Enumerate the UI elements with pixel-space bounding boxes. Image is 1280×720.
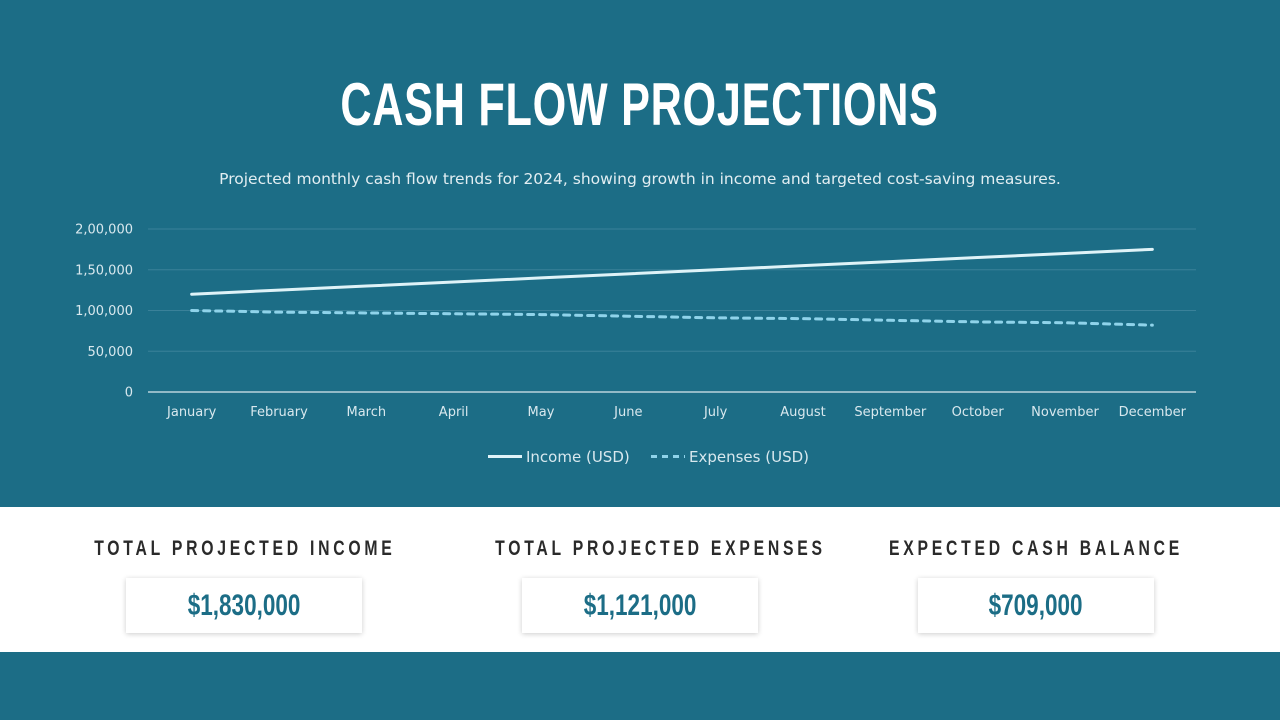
series-line-income (190, 247, 1154, 296)
summary-label-text: EXPECTED CASH BALANCE (888, 537, 1184, 560)
summary-value-box: $1,121,000 (522, 578, 758, 633)
x-tick-label: December (1119, 405, 1187, 420)
summary-label: EXPECTED CASH BALANCE (840, 537, 1232, 561)
legend-label: Income (USD) (526, 448, 630, 466)
page-title: CASH FLOW PROJECTIONS (0, 70, 1280, 140)
x-tick-label: January (166, 405, 217, 420)
summary-card-expenses: TOTAL PROJECTED EXPENSES $1,121,000 (440, 507, 840, 633)
x-tick-label: August (780, 405, 826, 420)
x-tick-label: May (528, 405, 555, 420)
summary-label: TOTAL PROJECTED INCOME (44, 537, 446, 561)
y-tick-label: 2,00,000 (75, 223, 133, 238)
x-tick-label: June (613, 405, 642, 420)
summary-value: $1,121,000 (583, 588, 697, 622)
y-tick-label: 1,50,000 (75, 263, 133, 278)
summary-value-box: $709,000 (918, 578, 1154, 633)
summary-label-text: TOTAL PROJECTED EXPENSES (495, 537, 826, 560)
legend-label: Expenses (USD) (689, 448, 809, 466)
summary-value-box: $1,830,000 (126, 578, 362, 633)
summary-value: $1,830,000 (187, 588, 301, 622)
series-line-expenses (190, 309, 1154, 327)
summary-card-income: TOTAL PROJECTED INCOME $1,830,000 (44, 507, 446, 633)
x-tick-label: April (439, 405, 469, 420)
x-tick-label: February (250, 405, 308, 420)
y-tick-label: 1,00,000 (75, 304, 133, 319)
summary-value: $709,000 (989, 588, 1083, 622)
page-title-text: CASH FLOW PROJECTIONS (340, 71, 940, 138)
summary-card-balance: EXPECTED CASH BALANCE $709,000 (836, 507, 1236, 633)
summary-panel: TOTAL PROJECTED INCOME $1,830,000 TOTAL … (0, 507, 1280, 652)
y-tick-label: 0 (125, 386, 133, 401)
x-tick-label: September (854, 405, 927, 420)
summary-label-text: TOTAL PROJECTED INCOME (94, 537, 396, 560)
x-tick-label: July (703, 405, 728, 420)
y-tick-label: 50,000 (88, 345, 134, 360)
x-tick-label: March (347, 405, 387, 420)
summary-label: TOTAL PROJECTED EXPENSES (440, 537, 881, 561)
x-tick-label: November (1031, 405, 1099, 420)
x-tick-label: October (952, 405, 1005, 420)
page-subtitle: Projected monthly cash flow trends for 2… (219, 170, 1061, 188)
cash-flow-line-chart: 0 50,000 1,00,000 1,50,000 2,00,000 January Fe… (75, 223, 1196, 466)
